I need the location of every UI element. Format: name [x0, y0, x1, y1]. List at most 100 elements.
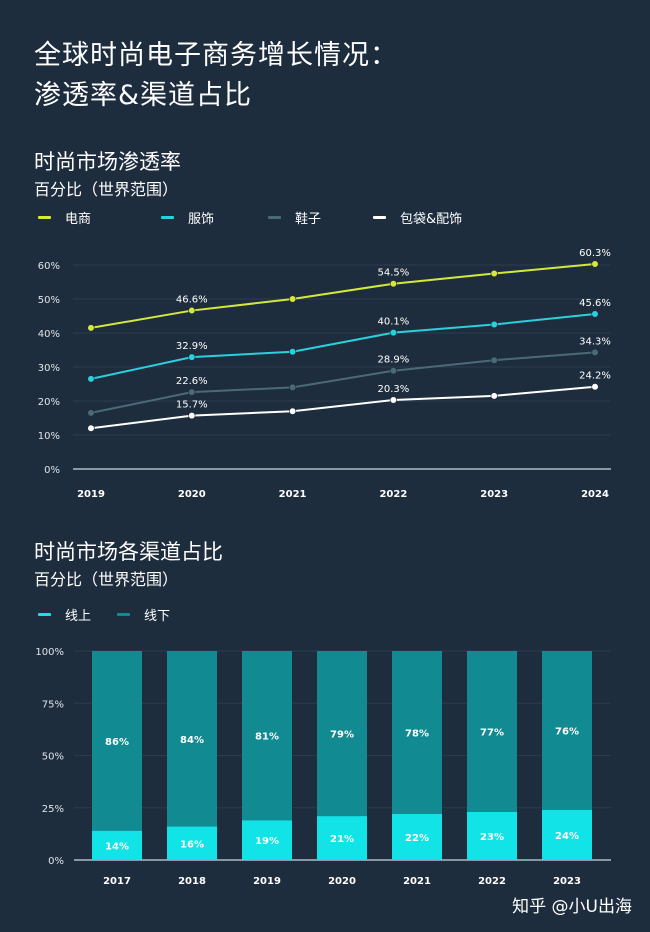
data-label: 24.2% — [579, 371, 611, 382]
page-title: 全球时尚电子商务增长情况： 渗透率&渠道占比 — [34, 36, 398, 116]
bar-offline — [542, 651, 592, 810]
bar-offline — [242, 651, 292, 821]
x-tick-label: 2019 — [77, 489, 105, 500]
data-point — [490, 392, 498, 400]
data-point — [87, 324, 95, 332]
data-point — [87, 409, 95, 417]
data-point — [289, 407, 297, 415]
legend-swatch — [38, 613, 51, 616]
data-label-online: 22% — [405, 833, 429, 844]
data-label: 34.3% — [579, 336, 611, 347]
data-label-offline: 84% — [180, 735, 204, 746]
bar-offline — [467, 651, 517, 812]
y-tick-label: 100% — [35, 647, 64, 658]
y-tick-label: 20% — [38, 397, 60, 408]
y-tick-label: 25% — [42, 804, 64, 815]
data-point — [87, 375, 95, 383]
data-label-online: 14% — [105, 841, 129, 852]
data-point — [490, 356, 498, 364]
x-tick-label: 2017 — [103, 876, 131, 887]
x-tick-label: 2020 — [328, 876, 356, 887]
bar-chart: 0% 25% 50% 75% 100% 86% 14% 2017 84% 16% 2018 81% 19… — [35, 647, 611, 887]
data-point — [87, 424, 95, 432]
data-point — [490, 269, 498, 278]
series-line-shoes — [90, 351, 596, 414]
legend-swatch — [268, 216, 282, 219]
data-point — [289, 348, 297, 356]
line-chart: 0% 10% 20% 30% 40% 50% 60% 2019 2020 2021 2022 2023… — [38, 248, 611, 500]
data-point — [389, 367, 398, 375]
bar-online — [467, 811, 517, 860]
title-line-1: 全球时尚电子商务增长情况： — [34, 40, 398, 71]
data-label-online: 19% — [255, 836, 279, 847]
series-line-bags — [90, 385, 596, 430]
data-label: 54.5% — [378, 268, 410, 279]
data-point — [188, 412, 196, 420]
data-label: 46.6% — [176, 295, 208, 306]
y-tick-label: 75% — [42, 699, 64, 710]
legend-label: 电商 — [65, 212, 92, 227]
data-label: 45.6% — [579, 298, 611, 309]
bar-offline — [317, 651, 367, 817]
y-tick-label: 10% — [38, 431, 60, 442]
data-label: 15.7% — [176, 400, 208, 411]
data-point — [490, 320, 498, 329]
legend-swatch — [373, 216, 387, 219]
data-label-offline: 76% — [555, 726, 579, 737]
data-label: 20.3% — [378, 384, 410, 395]
legend-label: 服饰 — [188, 212, 215, 227]
data-point — [389, 396, 398, 404]
data-point — [591, 310, 599, 318]
data-label-offline: 81% — [255, 732, 279, 743]
line-chart-legend: 电商 服饰 鞋子 包袋&配饰 — [38, 208, 462, 227]
data-label-online: 16% — [180, 839, 204, 850]
bar-online — [392, 814, 442, 860]
legend-swatch — [117, 613, 131, 616]
x-tick-label: 2023 — [480, 489, 508, 500]
bar-chart-title: 时尚市场各渠道占比 — [34, 540, 223, 564]
x-tick-label: 2020 — [178, 489, 206, 500]
data-label: 28.9% — [378, 355, 410, 366]
watermark: 知乎 @小U出海 — [512, 897, 632, 917]
legend-item: 电商 — [38, 208, 91, 227]
bar-offline — [92, 651, 142, 831]
data-label-offline: 77% — [480, 727, 504, 738]
data-label-offline: 86% — [105, 737, 129, 748]
data-point — [591, 383, 599, 391]
legend-item: 包袋&配饰 — [373, 208, 462, 227]
legend-item: 鞋子 — [268, 208, 321, 227]
x-tick-label: 2021 — [403, 876, 431, 887]
title-line-2: 渗透率&渠道占比 — [34, 80, 253, 111]
x-tick-label: 2021 — [279, 489, 307, 500]
y-tick-label: 0% — [44, 465, 60, 476]
x-tick-label: 2018 — [178, 876, 206, 887]
x-tick-label: 2024 — [581, 489, 609, 500]
data-point — [188, 353, 196, 361]
bar-online — [242, 820, 292, 860]
data-label-offline: 79% — [330, 730, 354, 741]
x-tick-label: 2022 — [379, 489, 407, 500]
legend-label: 线上 — [65, 609, 92, 624]
legend-item: 线上 — [38, 605, 91, 624]
data-point — [389, 329, 398, 337]
data-label: 60.3% — [579, 248, 611, 259]
x-tick-label: 2023 — [553, 876, 581, 887]
x-tick-label: 2019 — [253, 876, 281, 887]
data-label: 22.6% — [176, 376, 208, 387]
bar-online — [92, 830, 142, 860]
series-line-apparel — [90, 312, 596, 380]
bar-chart-subtitle: 百分比（世界范围） — [34, 570, 179, 589]
line-chart-subtitle: 百分比（世界范围） — [34, 180, 179, 199]
bar-chart-legend: 线上 线下 — [38, 605, 170, 624]
line-chart-title: 时尚市场渗透率 — [34, 150, 181, 174]
bar-online — [167, 826, 217, 860]
data-label: 32.9% — [176, 341, 208, 352]
data-label-online: 24% — [555, 831, 579, 842]
legend-swatch — [38, 216, 51, 219]
legend-swatch — [161, 216, 175, 219]
x-tick-label: 2022 — [478, 876, 506, 887]
bar-offline — [167, 651, 217, 827]
data-label-offline: 78% — [405, 729, 429, 740]
bar-online — [317, 816, 367, 860]
y-tick-label: 30% — [38, 363, 60, 374]
